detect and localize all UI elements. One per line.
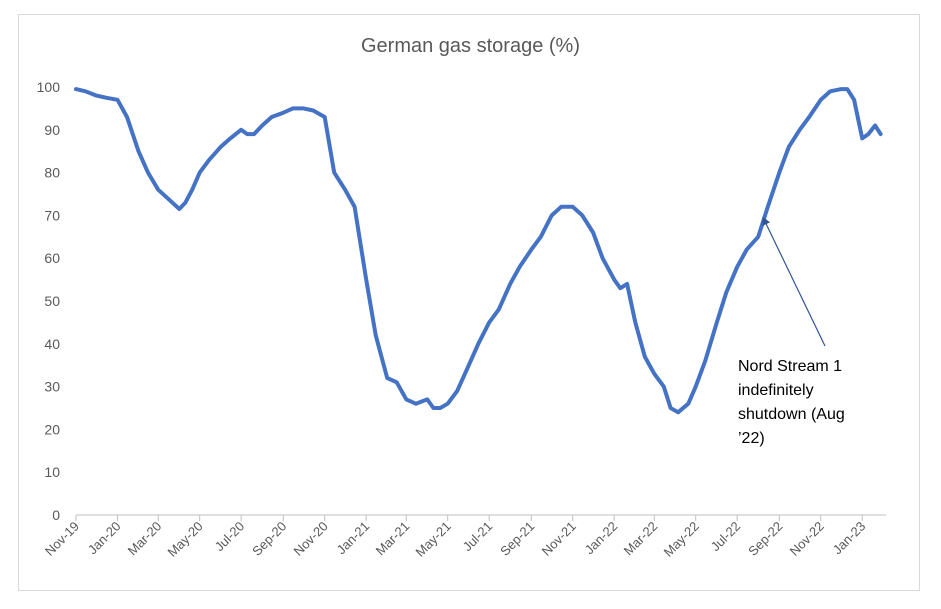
y-tick-label: 100 [37, 79, 61, 95]
x-tick-label: Jul-21 [460, 519, 496, 555]
annotation-text-line: ’22) [738, 430, 765, 447]
annotation-text-line: indefinitely [738, 382, 814, 399]
y-tick-label: 20 [44, 421, 60, 437]
y-tick-label: 0 [52, 507, 60, 523]
y-tick-label: 80 [44, 165, 60, 181]
x-tick-label: May-22 [661, 519, 702, 560]
x-tick-label: May-20 [165, 519, 206, 560]
y-tick-label: 40 [44, 336, 60, 352]
x-tick-label: Mar-20 [125, 519, 165, 559]
x-tick-label: Mar-21 [373, 519, 413, 559]
x-tick-label: Jul-20 [212, 519, 248, 555]
annotation-text-line: shutdown (Aug [738, 406, 845, 423]
y-tick-label: 90 [44, 122, 60, 138]
x-tick-label: Jan-23 [830, 519, 869, 558]
x-tick-label: Sep-20 [249, 519, 289, 559]
chart-title: German gas storage (%) [361, 35, 580, 57]
x-tick-label: Nov-22 [787, 519, 827, 559]
x-tick-label: Nov-21 [539, 519, 579, 559]
y-tick-label: 60 [44, 250, 60, 266]
x-tick-label: Nov-19 [42, 519, 82, 559]
y-tick-label: 30 [44, 379, 60, 395]
x-tick-label: May-21 [413, 519, 454, 560]
x-tick-label: Sep-21 [497, 519, 537, 559]
annotation-arrow [762, 216, 826, 347]
x-tick-label: Nov-20 [291, 519, 331, 559]
x-tick-label: Jan-22 [582, 519, 621, 558]
x-tick-label: Mar-22 [621, 519, 661, 559]
y-tick-label: 70 [44, 207, 60, 223]
chart-frame [18, 14, 920, 591]
x-tick-label: Jul-22 [708, 519, 744, 555]
y-tick-label: 50 [44, 293, 60, 309]
annotation-text-line: Nord Stream 1 [738, 358, 842, 375]
x-tick-label: Jan-20 [85, 519, 124, 558]
x-tick-label: Sep-22 [745, 519, 785, 559]
x-tick-label: Jan-21 [334, 519, 373, 558]
y-tick-label: 10 [44, 464, 60, 480]
series-line [74, 87, 883, 415]
